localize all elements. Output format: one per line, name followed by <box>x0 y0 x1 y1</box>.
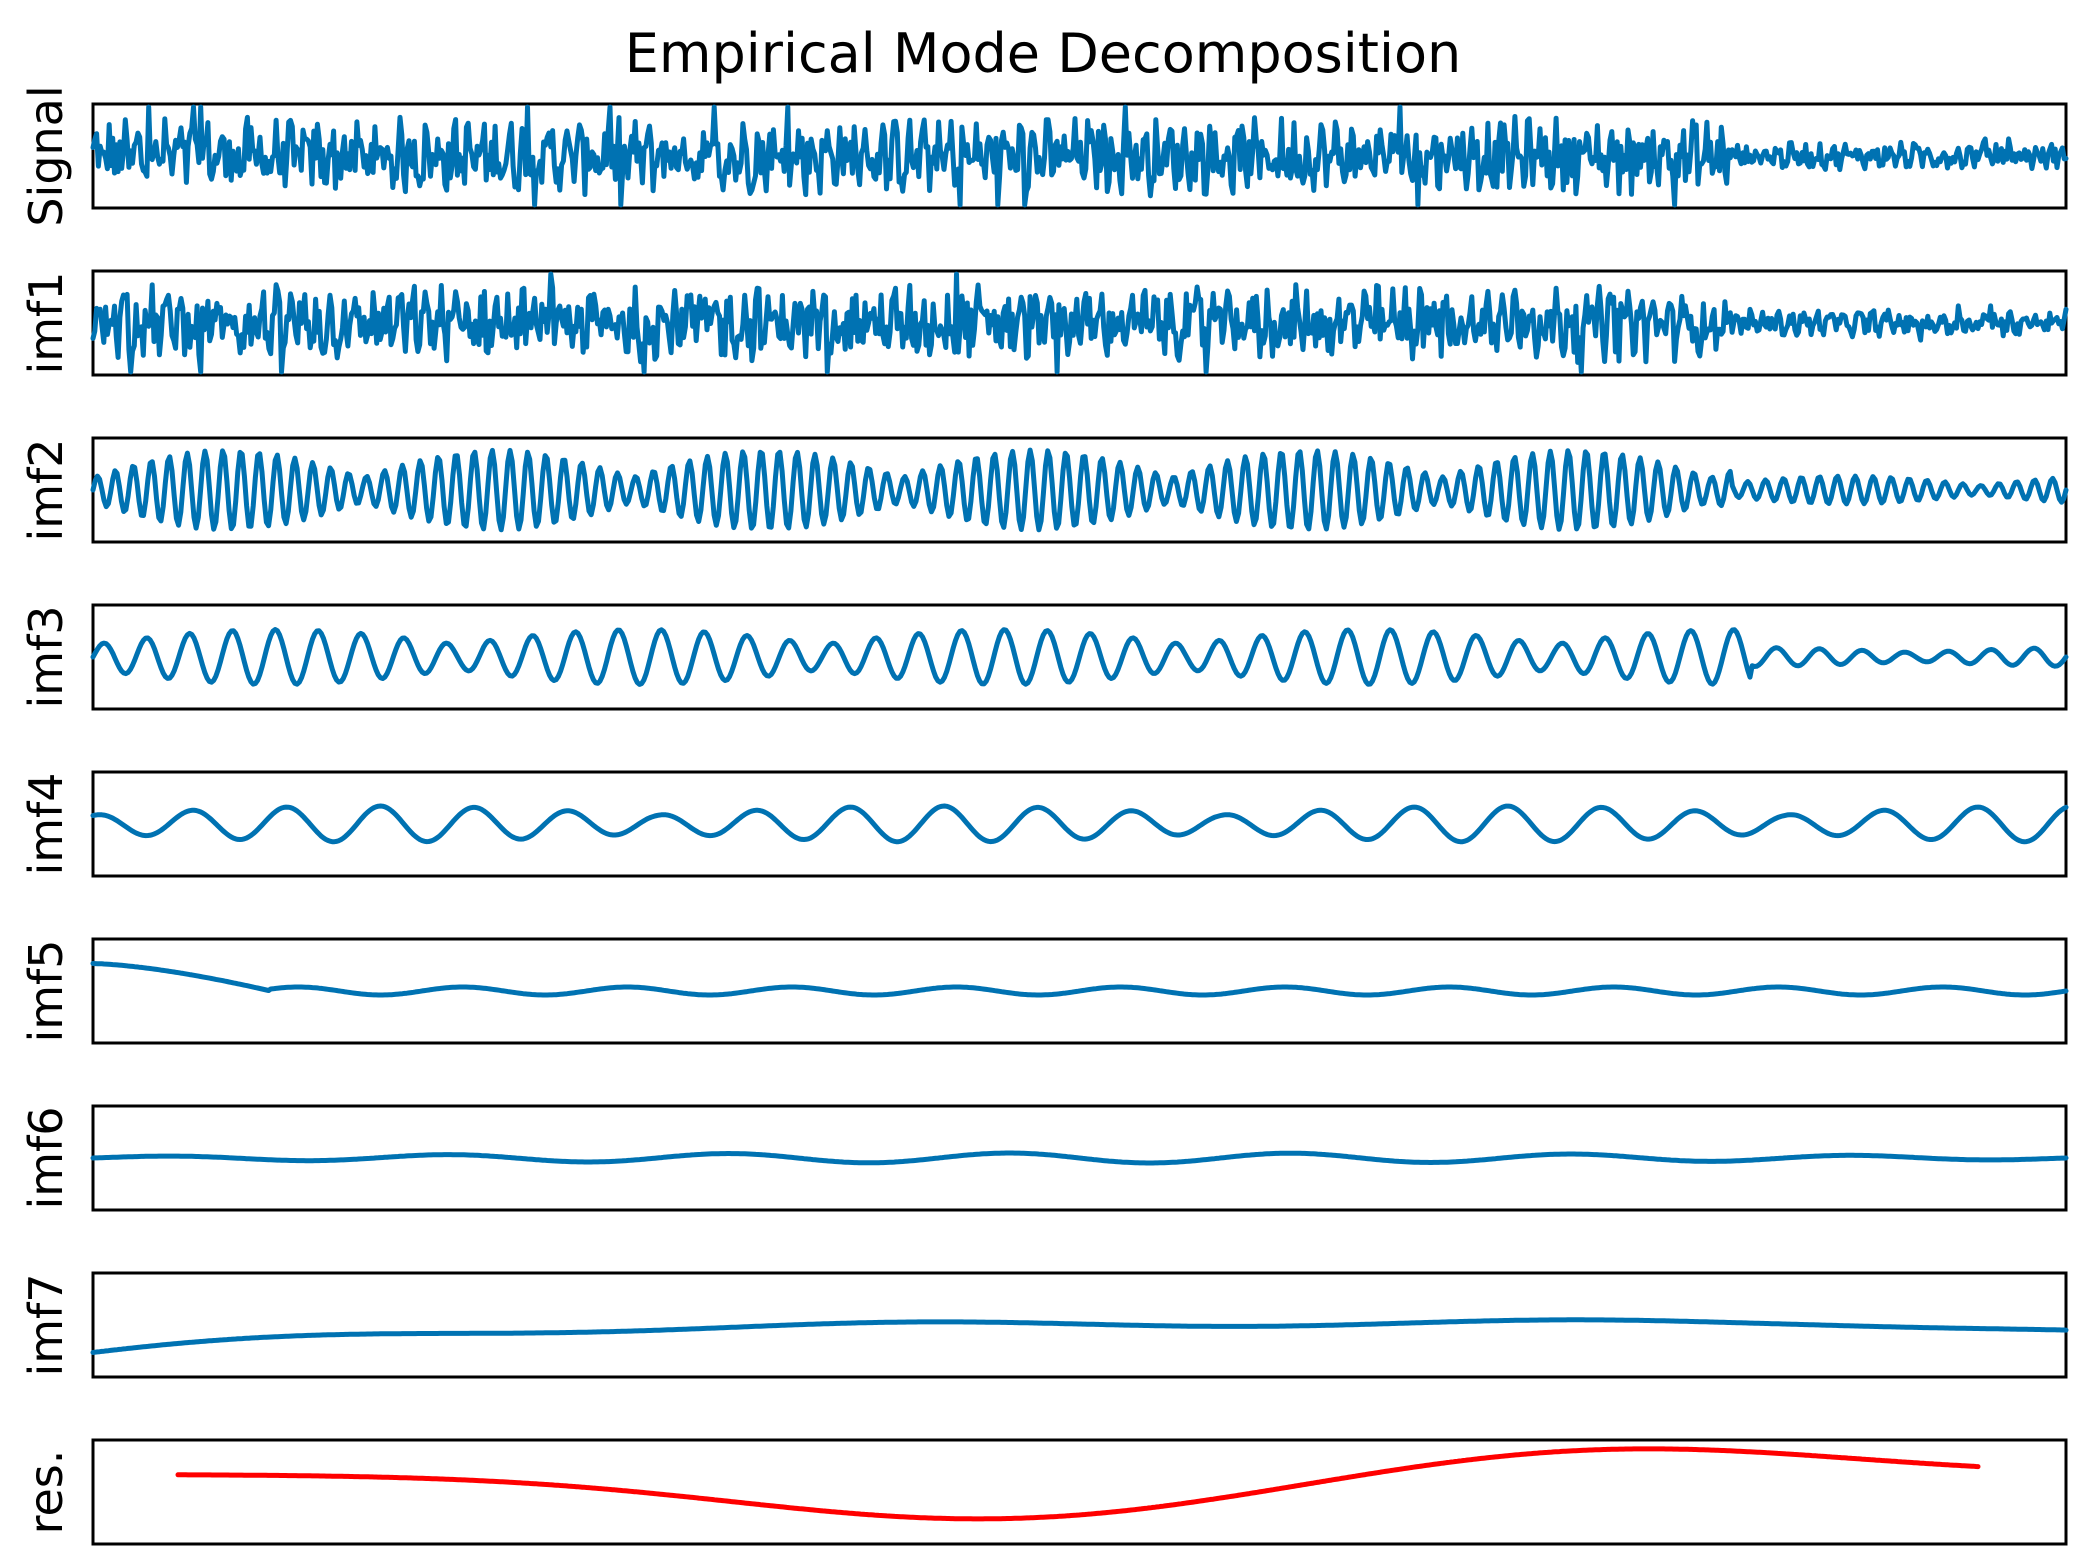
series-line-imf5 <box>90 961 2069 998</box>
panel-imf7: imf7 <box>19 1271 2069 1379</box>
chart-title: Empirical Mode Decomposition <box>624 22 1462 85</box>
panel-imf4: imf4 <box>19 770 2069 878</box>
series-line-imf4 <box>90 803 2069 845</box>
panel-frame <box>91 1438 2068 1546</box>
series-line-imf2 <box>90 447 2069 533</box>
panel-ylabel: imf4 <box>19 772 73 875</box>
panel-ylabel: imf6 <box>19 1106 73 1209</box>
panel-ylabel: imf2 <box>19 438 73 541</box>
panel-Signal: Signal <box>19 85 2069 227</box>
panel-imf5: imf5 <box>19 937 2069 1045</box>
series-line-imf1 <box>90 271 2069 375</box>
panel-ylabel: imf1 <box>19 271 73 374</box>
series-line-imf3 <box>90 627 2069 687</box>
panel-ylabel: imf7 <box>19 1273 73 1376</box>
series-line-imf6 <box>90 1150 2069 1166</box>
panel-imf6: imf6 <box>19 1104 2069 1212</box>
panel-ylabel: res. <box>19 1450 73 1535</box>
series-line-Signal <box>90 104 2069 208</box>
panel-ylabel: imf3 <box>19 605 73 708</box>
panel-ylabel: Signal <box>19 85 73 226</box>
panel-imf2: imf2 <box>19 436 2069 544</box>
panel-frame <box>91 1271 2068 1379</box>
panel-imf1: imf1 <box>19 269 2069 377</box>
series-line-res <box>175 1446 1981 1522</box>
panel-frame <box>91 770 2068 878</box>
series-line-imf7 <box>90 1317 2069 1355</box>
panel-res: res. <box>19 1438 2068 1546</box>
panel-ylabel: imf5 <box>19 939 73 1042</box>
panel-imf3: imf3 <box>19 603 2069 711</box>
